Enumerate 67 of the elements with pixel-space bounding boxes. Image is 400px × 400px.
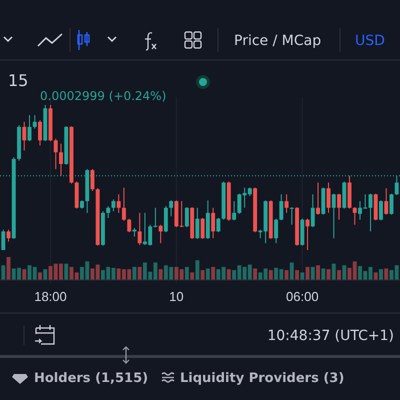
- candlestick: [127, 218, 132, 233]
- candlestick: [158, 224, 163, 244]
- bar: [290, 262, 294, 280]
- candlestick: [200, 217, 205, 240]
- bar: [138, 266, 142, 280]
- candlestick: [59, 143, 63, 176]
- text: USD: [355, 33, 385, 49]
- bar: [190, 272, 194, 280]
- candlestick: [211, 207, 216, 239]
- bar: [6, 257, 10, 280]
- candlestick: [216, 217, 220, 233]
- candlestick: [54, 138, 58, 170]
- x-tick-label: 18:00: [34, 289, 67, 304]
- bar: [38, 272, 42, 280]
- candlestick: [106, 206, 110, 218]
- text: Liquidity Providers (3): [180, 371, 344, 386]
- bar: [200, 270, 205, 280]
- bar: [284, 270, 289, 280]
- bar: [295, 270, 300, 280]
- x-tick-label: 10: [169, 289, 184, 304]
- candlestick: [306, 218, 310, 250]
- bar: [211, 266, 216, 280]
- bar: [268, 270, 273, 280]
- bar: [226, 269, 231, 280]
- candlestick: [390, 193, 394, 216]
- candlestick: [290, 206, 294, 226]
- candlestick: [28, 114, 32, 142]
- candlestick: [274, 218, 278, 244]
- text: 10:48:37 (UTC+1): [267, 328, 394, 344]
- candlestick: [138, 212, 142, 246]
- candlestick: [111, 198, 116, 212]
- candlestick: [337, 193, 341, 220]
- candlestick: [6, 229, 10, 242]
- bar: [195, 260, 200, 280]
- text: 0.0002999 (+0.24%): [40, 89, 166, 103]
- bar: [206, 268, 210, 280]
- bar: [326, 269, 330, 280]
- candlestick: [279, 194, 284, 221]
- bar: [310, 266, 315, 280]
- text: Holders (1,515): [34, 371, 148, 386]
- x-tick-label: 06:00: [286, 289, 319, 304]
- candlestick: [284, 194, 289, 214]
- bar: [132, 266, 136, 280]
- candlestick: [184, 206, 189, 228]
- candlestick: [122, 187, 126, 222]
- candlestick: [379, 200, 383, 221]
- candlestick: [232, 200, 236, 221]
- bar: [300, 272, 304, 280]
- bar: [379, 269, 383, 280]
- bar: [253, 268, 258, 280]
- candlestick: [326, 182, 330, 214]
- candlestick: [310, 194, 315, 228]
- text: 15: [8, 71, 28, 90]
- candlestick: [316, 182, 320, 216]
- bar: [316, 265, 320, 280]
- bar: [337, 270, 341, 280]
- candlestick: [169, 200, 174, 217]
- candlestick: [195, 207, 200, 240]
- bar: [306, 266, 310, 280]
- candlestick: [116, 194, 121, 214]
- candlestick: [384, 188, 388, 216]
- text: Price / MCap: [234, 33, 322, 49]
- bar: [184, 266, 189, 280]
- candlestick: [38, 120, 42, 146]
- candlestick: [90, 168, 94, 192]
- bar: [158, 269, 163, 280]
- candlestick: [164, 206, 168, 233]
